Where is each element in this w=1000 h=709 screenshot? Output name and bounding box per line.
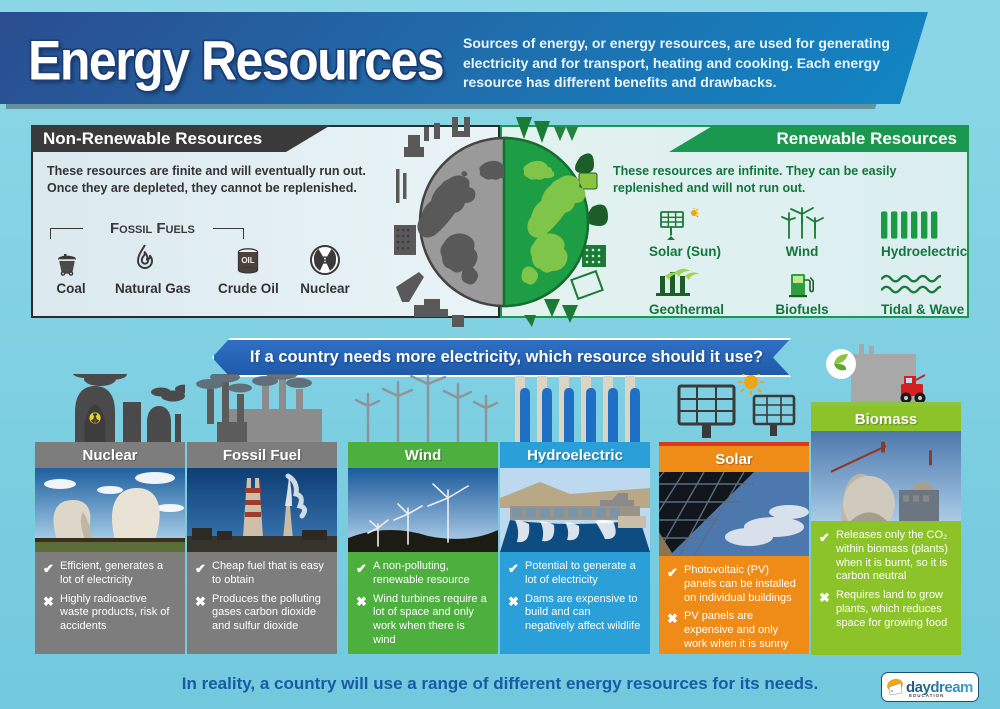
svg-text:OIL: OIL — [241, 256, 254, 265]
